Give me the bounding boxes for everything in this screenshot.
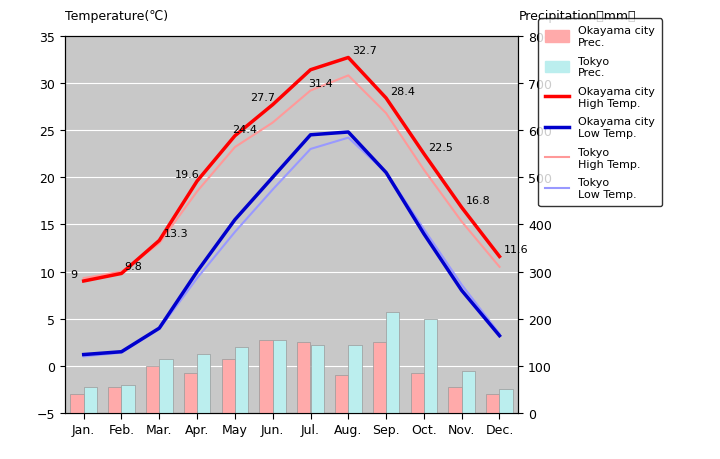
Text: 9.8: 9.8 (125, 262, 142, 272)
Bar (159, 359, 173, 413)
Bar (184, 373, 197, 413)
Bar (500, 390, 513, 413)
Bar (486, 394, 500, 413)
Legend: Okayama city
Prec., Tokyo
Prec., Okayama city
High Temp., Okayama city
Low Temp.: Okayama city Prec., Tokyo Prec., Okayama… (539, 19, 662, 206)
Text: Precipitation（mm）: Precipitation（mm） (518, 10, 636, 23)
Text: 19.6: 19.6 (175, 169, 199, 179)
Text: 24.4: 24.4 (232, 124, 257, 134)
Bar (84, 387, 97, 413)
Bar (122, 385, 135, 413)
Bar (449, 387, 462, 413)
Bar (108, 387, 122, 413)
Bar (222, 359, 235, 413)
Bar (410, 373, 424, 413)
Bar (348, 345, 361, 413)
Bar (310, 345, 324, 413)
Bar (71, 394, 84, 413)
Bar (146, 366, 159, 413)
Bar (235, 347, 248, 413)
Text: 32.7: 32.7 (353, 46, 377, 56)
Bar (297, 342, 310, 413)
Bar (386, 312, 400, 413)
Text: 31.4: 31.4 (307, 79, 333, 89)
Text: 11.6: 11.6 (504, 245, 528, 255)
Bar (424, 319, 437, 413)
Bar (197, 354, 210, 413)
Text: 28.4: 28.4 (390, 87, 415, 97)
Bar (462, 371, 475, 413)
Text: Temperature(℃): Temperature(℃) (65, 10, 168, 23)
Text: 16.8: 16.8 (466, 196, 490, 206)
Bar (335, 375, 348, 413)
Bar (273, 340, 286, 413)
Text: 27.7: 27.7 (251, 93, 276, 103)
Bar (259, 340, 273, 413)
Text: 22.5: 22.5 (428, 142, 453, 152)
Bar (373, 342, 386, 413)
Text: 13.3: 13.3 (163, 229, 188, 239)
Text: 9: 9 (70, 269, 77, 279)
